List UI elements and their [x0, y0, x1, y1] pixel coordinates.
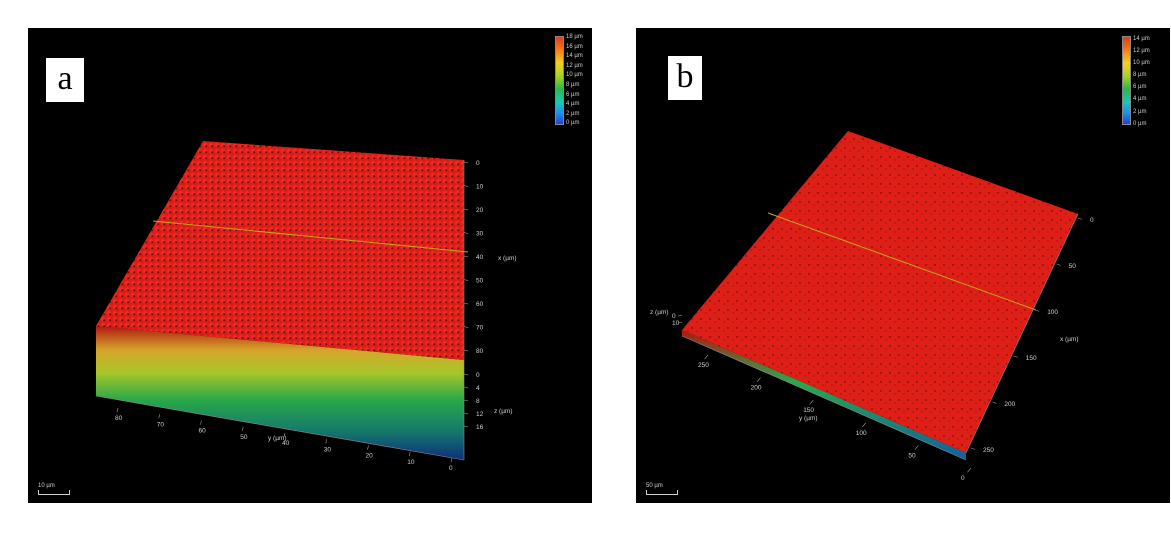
surface-top-b — [682, 131, 1078, 453]
a-z-tick-label: 4 — [476, 385, 480, 392]
x-axis-label-a: x (µm) — [498, 255, 517, 262]
a-y-tick-label: 40 — [282, 440, 290, 447]
a-y-tick-label: 20 — [366, 453, 374, 460]
a-x-tick-label: 0 — [476, 160, 480, 167]
a-legend-label: 10 µm — [566, 72, 583, 79]
a-y-tick-label: 60 — [199, 428, 207, 435]
a-y-tick-label: 70 — [157, 421, 165, 428]
b-y-tick-label: 50 — [908, 452, 916, 459]
profile-line-b — [767, 212, 1037, 311]
a-legend-label: 14 µm — [566, 53, 583, 60]
y-axis-label-b: y (µm) — [799, 415, 818, 422]
surface-plot-a: 0 10 20 30 40 50 60 70 80 0 4 8 12 16 80 70 60 50 40 30 20… — [28, 28, 592, 503]
a-y-tick-label: 10 — [407, 459, 415, 466]
b-x-tick-label: 200 — [1004, 401, 1015, 408]
a-z-tick-label: 8 — [476, 398, 480, 405]
a-legend-label: 8 µm — [566, 81, 580, 88]
a-y-tick-label: 50 — [240, 434, 248, 441]
a-z-tick-label: 12 — [476, 411, 484, 418]
b-x-tick-label: 50 — [1069, 263, 1077, 270]
legend-colorbar-b — [1122, 36, 1131, 125]
scalebar-label-b: 50 µm — [646, 483, 663, 489]
y-axis-label-a: y (µm) — [268, 435, 287, 442]
surface-plot-b: 0 50 100 150 200 250 0 10 250 200 150 100 50 0 x (µ… — [636, 28, 1170, 503]
a-y-tick-label: 30 — [324, 446, 332, 453]
b-legend-label: 4 µm — [1133, 96, 1147, 103]
a-y-tick-label: 80 — [115, 415, 123, 422]
a-legend-label: 18 µm — [566, 34, 583, 40]
b-x-tick-label: 150 — [1026, 355, 1037, 362]
b-legend-label: 2 µm — [1133, 108, 1147, 115]
z-axis-label-a: z (µm) — [494, 408, 513, 415]
a-x-tick-label: 40 — [476, 254, 484, 261]
a-legend-label: 2 µm — [566, 110, 580, 117]
a-x-tick-label: 70 — [476, 325, 484, 332]
b-legend-label: 8 µm — [1133, 72, 1147, 79]
panel-label-b: b — [668, 56, 702, 100]
scalebar-label-a: 10 µm — [38, 483, 55, 489]
x-axis-label-b: x (µm) — [1060, 336, 1079, 343]
a-x-tick-label: 50 — [476, 278, 484, 285]
a-x-tick-label: 60 — [476, 301, 484, 308]
b-x-tick-label: 0 — [1090, 217, 1094, 224]
b-y-tick-label: 250 — [698, 362, 709, 369]
b-legend-label: 6 µm — [1133, 84, 1147, 91]
a-y-tick-label: 0 — [449, 465, 453, 472]
a-x-tick-label: 80 — [476, 348, 484, 355]
scalebar-a: 10 µm — [38, 483, 70, 495]
legend-colorbar-a — [555, 36, 564, 125]
b-x-tick-label: 250 — [983, 447, 994, 454]
a-z-tick-label: 0 — [476, 372, 480, 379]
a-legend-label: 0 µm — [566, 120, 580, 127]
surface-top-a — [96, 141, 464, 360]
z-axis-label-b: z (µm) — [650, 309, 669, 316]
b-legend-label: 14 µm — [1133, 36, 1150, 42]
b-z-tick-label: 10 — [672, 320, 680, 327]
surface-side-b — [682, 330, 966, 460]
a-z-tick-label: 16 — [476, 424, 484, 431]
a-x-tick-label: 10 — [476, 184, 484, 191]
a-x-tick-label: 30 — [476, 231, 484, 238]
panel-label-a: a — [46, 58, 84, 102]
surface-3d-a: 0 10 20 30 40 50 60 70 80 0 4 8 12 16 80 70 60 50 40 30 20… — [95, 141, 517, 472]
a-x-tick-label: 20 — [476, 207, 484, 214]
surface-side-a — [96, 326, 464, 460]
b-z-tick-label: 0 — [672, 313, 676, 320]
b-legend-label: 10 µm — [1133, 60, 1150, 67]
b-legend-label: 12 µm — [1133, 48, 1150, 55]
a-legend-label: 16 µm — [566, 43, 583, 50]
a-legend-label: 12 µm — [566, 62, 583, 69]
b-y-tick-label: 100 — [856, 430, 867, 437]
b-y-tick-label: 200 — [751, 385, 762, 392]
a-legend-label: 4 µm — [566, 101, 580, 108]
b-y-tick-label: 150 — [803, 407, 814, 414]
scalebar-b: 50 µm — [646, 483, 678, 495]
profile-line-a — [152, 220, 469, 253]
b-legend-label: 0 µm — [1133, 120, 1147, 127]
b-y-tick-label: 0 — [961, 475, 965, 482]
a-legend-label: 6 µm — [566, 91, 580, 98]
b-x-tick-label: 100 — [1047, 309, 1058, 316]
